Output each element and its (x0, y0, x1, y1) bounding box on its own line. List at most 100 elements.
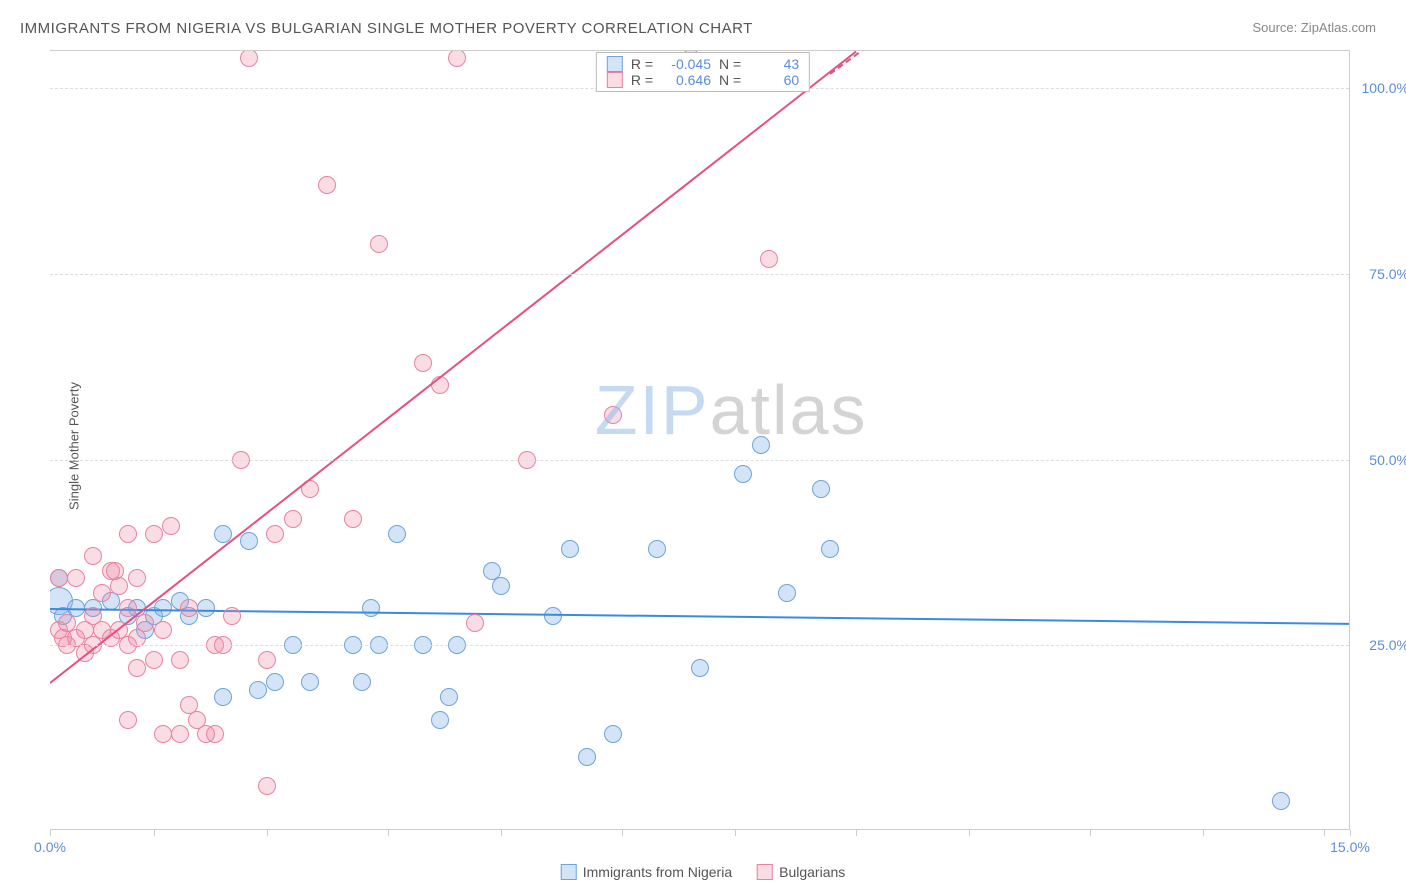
data-point (119, 525, 137, 543)
data-point (578, 748, 596, 766)
x-tick (856, 830, 857, 836)
x-tick (735, 830, 736, 836)
data-point (604, 725, 622, 743)
trend-line (50, 608, 1349, 625)
r-value: -0.045 (661, 56, 711, 72)
x-tick-label: 0.0% (34, 839, 66, 855)
data-point (388, 525, 406, 543)
data-point (171, 651, 189, 669)
x-tick (1090, 830, 1091, 836)
data-point (353, 673, 371, 691)
data-point (154, 621, 172, 639)
x-tick (1203, 830, 1204, 836)
x-tick (267, 830, 268, 836)
y-tick-label: 50.0% (1369, 452, 1406, 468)
x-tick (622, 830, 623, 836)
data-point (778, 584, 796, 602)
data-point (197, 599, 215, 617)
data-point (128, 659, 146, 677)
data-point (206, 725, 224, 743)
data-point (50, 569, 68, 587)
data-point (284, 510, 302, 528)
legend-swatch (607, 56, 623, 72)
legend-swatch (561, 864, 577, 880)
legend-swatch (607, 72, 623, 88)
data-point (414, 354, 432, 372)
data-point (492, 577, 510, 595)
data-point (128, 569, 146, 587)
data-point (162, 517, 180, 535)
n-label: N = (719, 56, 741, 72)
x-tick (1350, 830, 1351, 836)
r-label: R = (631, 72, 653, 88)
n-value: 43 (749, 56, 799, 72)
data-point (648, 540, 666, 558)
data-point (821, 540, 839, 558)
data-point (145, 525, 163, 543)
n-label: N = (719, 72, 741, 88)
y-tick-label: 25.0% (1369, 637, 1406, 653)
data-point (171, 725, 189, 743)
trend-line (50, 51, 857, 684)
x-tick (50, 830, 51, 836)
data-point (67, 569, 85, 587)
data-point (266, 673, 284, 691)
legend-item: Immigrants from Nigeria (561, 864, 732, 880)
data-point (1272, 792, 1290, 810)
x-axis-line (50, 829, 1349, 830)
series-legend: Immigrants from Nigeria Bulgarians (561, 864, 846, 880)
data-point (344, 510, 362, 528)
data-point (154, 599, 172, 617)
data-point (301, 673, 319, 691)
data-point (812, 480, 830, 498)
stats-legend-row: R = 0.646 N = 60 (607, 72, 799, 88)
source-label: Source: ZipAtlas.com (1252, 20, 1376, 35)
data-point (752, 436, 770, 454)
chart-area: 25.0%50.0%75.0%100.0%0.0%15.0% (50, 50, 1350, 830)
data-point (561, 540, 579, 558)
y-tick-label: 75.0% (1369, 266, 1406, 282)
data-point (93, 584, 111, 602)
data-point (318, 176, 336, 194)
data-point (154, 725, 172, 743)
data-point (180, 599, 198, 617)
r-value: 0.646 (661, 72, 711, 88)
chart-title: IMMIGRANTS FROM NIGERIA VS BULGARIAN SIN… (20, 20, 753, 37)
data-point (223, 607, 241, 625)
data-point (466, 614, 484, 632)
x-tick (1324, 830, 1325, 836)
x-tick (388, 830, 389, 836)
data-point (240, 532, 258, 550)
x-tick (969, 830, 970, 836)
data-point (119, 711, 137, 729)
data-point (370, 235, 388, 253)
x-tick (501, 830, 502, 836)
gridline (50, 274, 1349, 275)
data-point (691, 659, 709, 677)
data-point (431, 376, 449, 394)
legend-label: Bulgarians (779, 864, 845, 880)
n-value: 60 (749, 72, 799, 88)
data-point (84, 547, 102, 565)
y-tick-label: 100.0% (1362, 80, 1406, 96)
gridline (50, 460, 1349, 461)
data-point (258, 651, 276, 669)
x-tick-label: 15.0% (1330, 839, 1370, 855)
r-label: R = (631, 56, 653, 72)
data-point (145, 651, 163, 669)
data-point (214, 688, 232, 706)
data-point (249, 681, 267, 699)
plot-region (50, 51, 1349, 830)
data-point (760, 250, 778, 268)
data-point (431, 711, 449, 729)
data-point (440, 688, 458, 706)
x-tick (154, 830, 155, 836)
data-point (240, 51, 258, 67)
gridline (50, 645, 1349, 646)
data-point (266, 525, 284, 543)
stats-legend: R = -0.045 N = 43 R = 0.646 N = 60 (596, 52, 810, 92)
data-point (136, 614, 154, 632)
data-point (258, 777, 276, 795)
data-point (448, 51, 466, 67)
data-point (604, 406, 622, 424)
